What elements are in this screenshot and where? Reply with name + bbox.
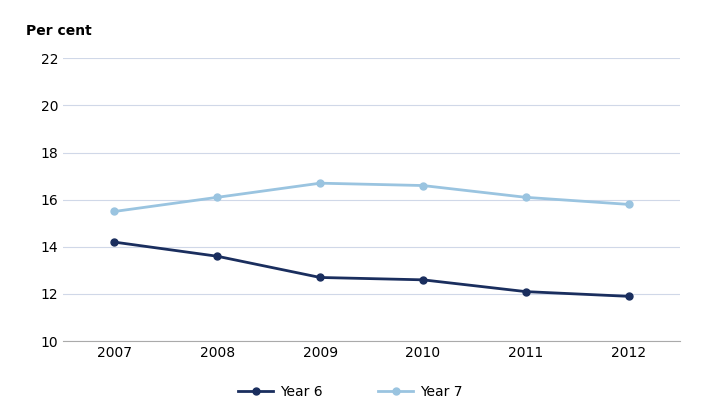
Line: Year 7: Year 7 bbox=[111, 180, 632, 215]
Year 7 bbox=[522, 195, 530, 200]
Year 7 bbox=[110, 209, 118, 214]
Year 6 bbox=[316, 275, 325, 280]
Year 7 bbox=[213, 195, 222, 200]
Year 7 bbox=[418, 183, 427, 188]
Year 6 bbox=[418, 277, 427, 282]
Year 6 bbox=[213, 254, 222, 259]
Year 6 bbox=[110, 240, 118, 245]
Year 6 bbox=[625, 294, 633, 299]
Legend: Year 6, Year 7: Year 6, Year 7 bbox=[233, 380, 468, 405]
Year 7 bbox=[625, 202, 633, 207]
Text: Per cent: Per cent bbox=[26, 24, 92, 38]
Line: Year 6: Year 6 bbox=[111, 239, 632, 300]
Year 7 bbox=[316, 181, 325, 186]
Year 6 bbox=[522, 289, 530, 294]
